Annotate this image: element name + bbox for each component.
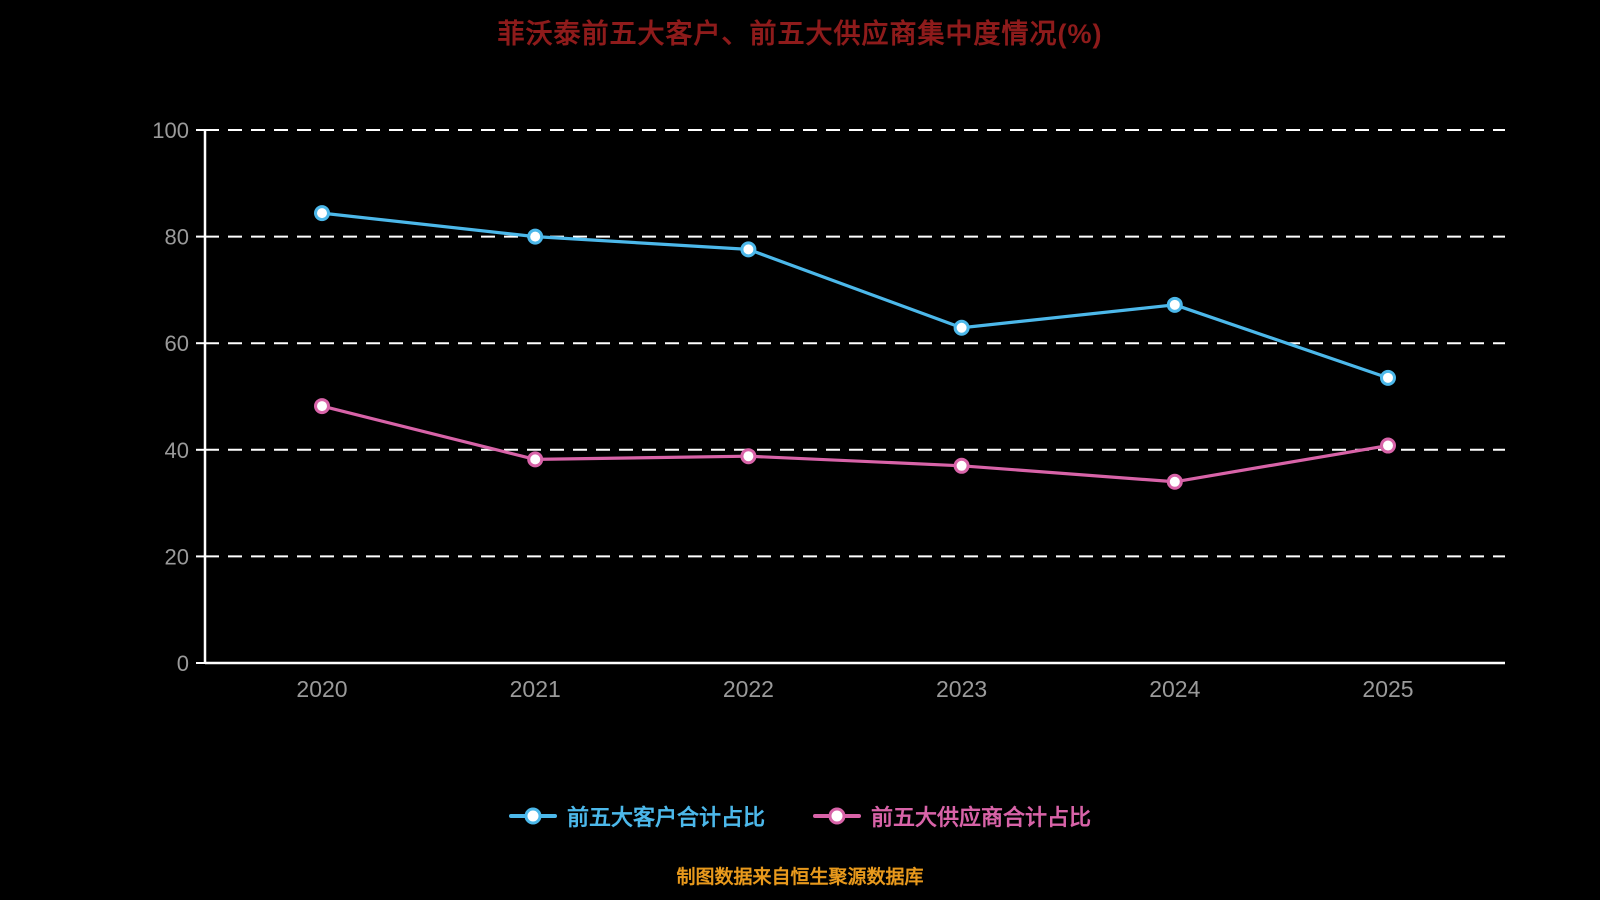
svg-text:60: 60	[165, 331, 189, 356]
legend-marker-customers-icon	[508, 806, 557, 826]
svg-text:80: 80	[165, 225, 189, 250]
svg-text:2020: 2020	[296, 676, 347, 702]
svg-text:2024: 2024	[1149, 676, 1200, 702]
svg-text:2022: 2022	[723, 676, 774, 702]
svg-text:40: 40	[165, 438, 189, 463]
svg-text:20: 20	[165, 544, 189, 569]
data-source-note: 制图数据来自恒生聚源数据库	[676, 867, 924, 888]
svg-text:0: 0	[177, 651, 189, 676]
line-chart-plot-area: 0 20 40 60 80 100 2020 2021 2022 2023 2024 2025	[152, 118, 1505, 702]
legend-item-customers[interactable]: 前五大客户合计占比	[508, 800, 765, 832]
svg-text:2021: 2021	[510, 676, 561, 702]
legend-label-customers: 前五大客户合计占比	[566, 805, 765, 830]
legend-label-suppliers: 前五大供应商合计占比	[871, 805, 1092, 830]
svg-text:2025: 2025	[1362, 676, 1413, 702]
svg-text:2023: 2023	[936, 676, 987, 702]
svg-text:100: 100	[152, 118, 189, 143]
legend-marker-suppliers-icon	[813, 806, 861, 826]
legend-item-suppliers[interactable]: 前五大供应商合计占比	[813, 800, 1091, 832]
chart-title: 菲沃泰前五大客户、前五大供应商集中度情况(%)	[497, 19, 1103, 49]
chart-legend: 前五大客户合计占比 前五大供应商合计占比	[0, 800, 1600, 832]
